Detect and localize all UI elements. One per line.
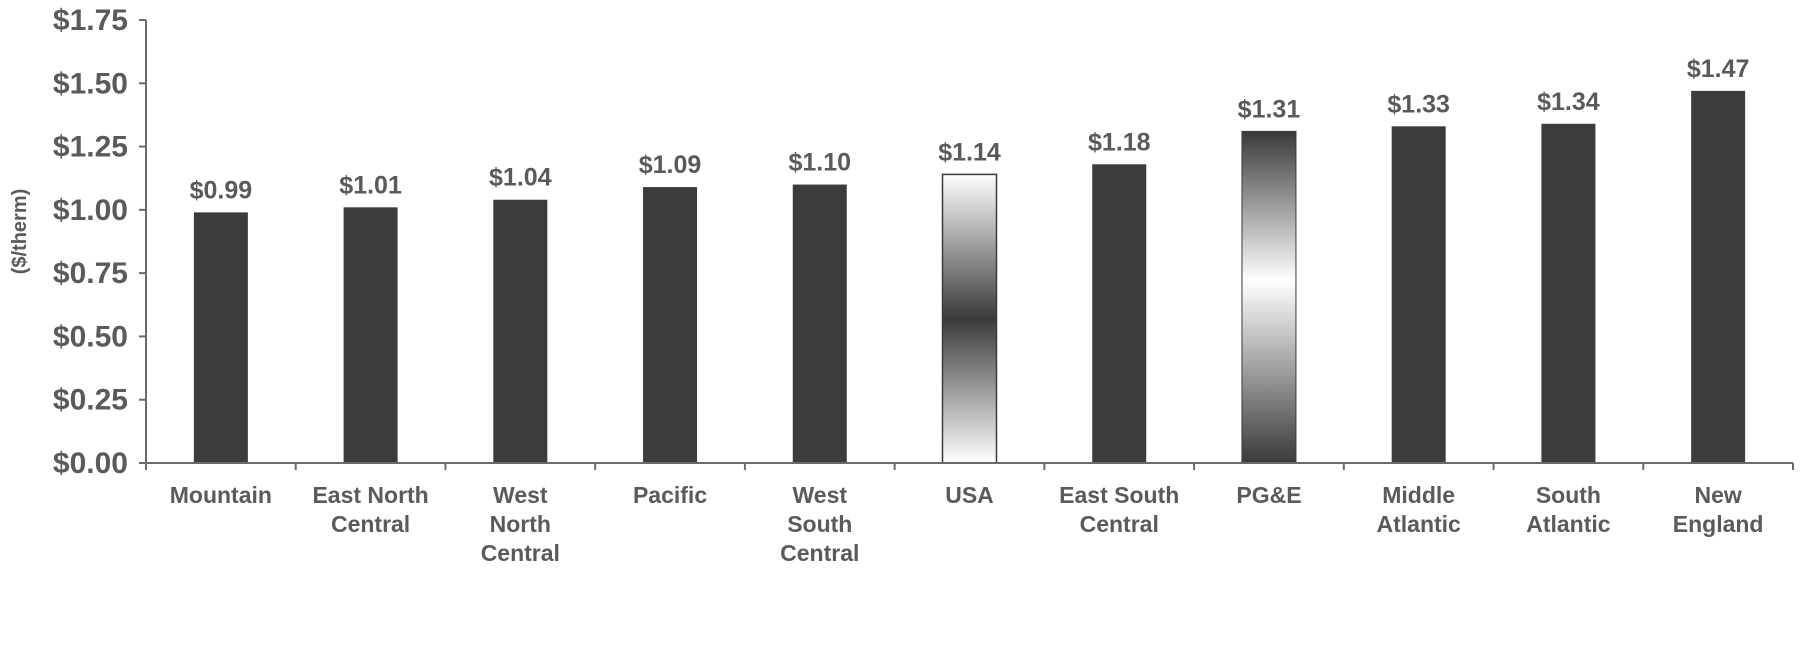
bar [1541, 123, 1596, 463]
x-tick-label: West North Central [481, 482, 560, 566]
bar [643, 187, 698, 463]
data-label: $1.14 [938, 138, 1001, 166]
x-tick-label: South Atlantic [1526, 482, 1611, 537]
data-label: $1.04 [489, 164, 552, 192]
bar [493, 199, 548, 463]
y-tick-label: $1.00 [53, 194, 128, 227]
x-tick-label: PG&E [1236, 482, 1301, 508]
bar [343, 207, 398, 463]
y-tick-label: $1.25 [53, 131, 128, 164]
y-tick-label: $0.75 [53, 257, 128, 290]
bar [1691, 90, 1746, 463]
x-tick-label: Mountain [170, 482, 272, 508]
x-tick-label: Pacific [633, 482, 707, 508]
y-tick-label: $1.50 [53, 67, 128, 100]
y-tick-label: $0.00 [53, 447, 128, 480]
x-tick-label: USA [945, 482, 994, 508]
bar [792, 184, 847, 464]
data-label: $1.31 [1238, 95, 1301, 123]
y-axis: $0.00 $0.25 $0.50 $0.75 $1.00 $1.25 $1.50 $1.75… [9, 4, 147, 480]
data-label: $1.01 [339, 171, 402, 199]
bar [1092, 164, 1147, 463]
bar [941, 173, 998, 464]
data-label: $1.47 [1687, 55, 1750, 83]
data-label: $1.09 [639, 151, 702, 179]
y-axis-title: ($/therm) [9, 189, 31, 275]
data-label: $1.18 [1088, 128, 1151, 156]
bar [1391, 126, 1446, 463]
x-axis: Mountain East North Central West North Centra… [145, 462, 1794, 566]
y-tick-label: $0.25 [53, 384, 128, 417]
y-tick-label: $0.50 [53, 320, 128, 353]
y-tick-label: $1.75 [53, 4, 128, 37]
x-tick-label: Middle Atlantic [1377, 482, 1462, 537]
x-tick-label: West South Central [780, 482, 859, 566]
data-label: $1.33 [1387, 90, 1450, 118]
data-label: $1.34 [1537, 88, 1600, 116]
bars: $0.99 $1.01 $1.04 $1.09 $1.10 $1.14 $1.18 $1.31… [190, 55, 1750, 464]
x-tick-label: East South Central [1059, 482, 1179, 537]
data-label: $1.10 [788, 149, 851, 177]
x-tick-label: New England [1673, 482, 1764, 537]
x-tick-label: East North Central [312, 482, 428, 537]
data-label: $0.99 [190, 176, 253, 204]
bar [193, 212, 248, 463]
bar [1241, 130, 1297, 464]
